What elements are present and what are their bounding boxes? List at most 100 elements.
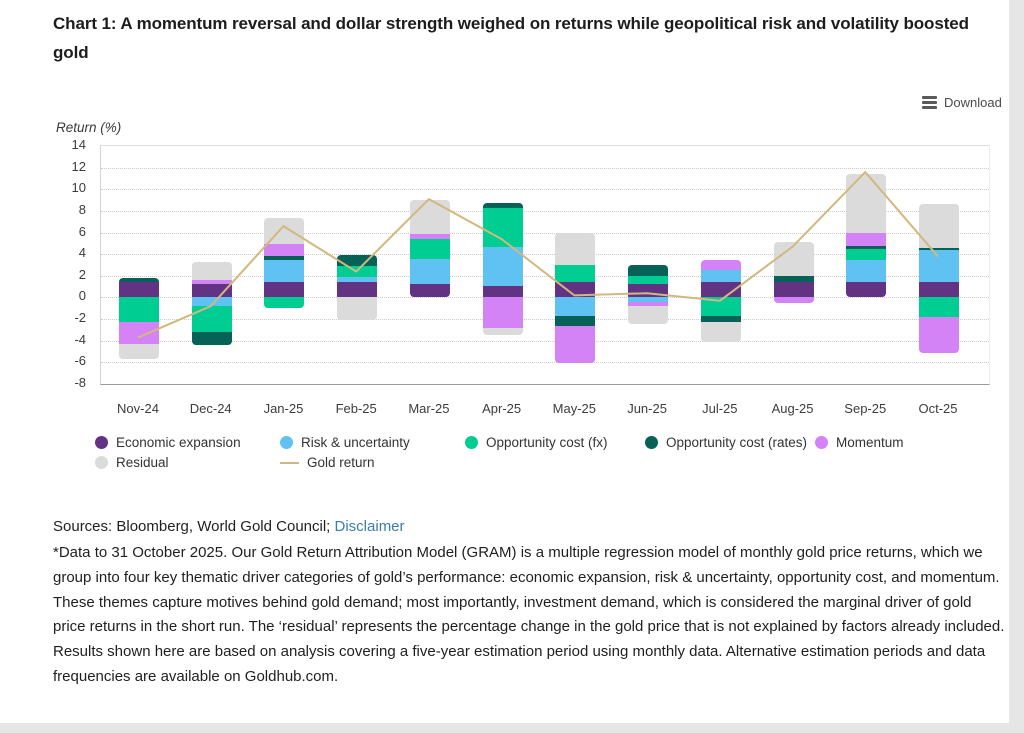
legend-swatch-momentum — [815, 436, 828, 449]
y-tick-label: -2 — [74, 310, 86, 326]
legend-item-economic-expansion[interactable]: Economic expansion — [95, 435, 241, 450]
x-tick-label-nov-24: Nov-24 — [117, 401, 159, 416]
legend-item-opportunity-cost-fx[interactable]: Opportunity cost (fx) — [465, 435, 608, 450]
bar-segment-mar-25-residual — [409, 200, 450, 234]
bar-segment-may-25-risk-uncertainty — [555, 297, 596, 316]
bar-segment-dec-24-opportunity-cost-rates — [191, 332, 232, 346]
bar-segment-sep-25-opportunity-cost-fx — [846, 248, 887, 260]
bar-segment-dec-24-risk-uncertainty — [191, 297, 232, 307]
bar-segment-jul-25-opportunity-cost-rates — [700, 315, 741, 323]
y-axis-title: Return (%) — [56, 120, 122, 135]
x-tick-label-oct-25: Oct-25 — [918, 401, 958, 416]
bar-segment-may-25-momentum — [555, 325, 596, 364]
page: Chart 1: A momentum reversal and dollar … — [0, 0, 1009, 723]
gridline--2 — [101, 319, 989, 321]
bar-segment-may-25-opportunity-cost-rates — [555, 315, 596, 326]
legend-label: Gold return — [307, 455, 375, 470]
bar-segment-may-25-economic-expansion — [555, 282, 596, 298]
legend-line-marker — [280, 461, 299, 464]
bar-segment-jan-25-risk-uncertainty — [264, 259, 305, 283]
bar-segment-sep-25-risk-uncertainty — [846, 259, 887, 283]
gridline-6 — [101, 232, 989, 234]
bar-segment-nov-24-economic-expansion — [119, 282, 159, 298]
chart-title: Chart 1: A momentum reversal and dollar … — [53, 14, 969, 62]
legend-swatch-opportunity-cost-rates — [645, 436, 658, 449]
y-tick-label: 12 — [71, 158, 86, 174]
gridline-2 — [101, 275, 989, 277]
bar-segment-sep-25-momentum — [846, 232, 887, 246]
bar-segment-jun-25-momentum — [628, 301, 669, 306]
gridline--6 — [101, 362, 989, 364]
chart-legend: Economic expansion Risk & uncertainty Oppo… — [85, 435, 975, 481]
sources-line: Sources: Bloomberg, World Gold Council; … — [53, 518, 405, 535]
bar-segment-oct-25-economic-expansion — [919, 282, 959, 298]
legend-label: Momentum — [836, 435, 904, 450]
gridline-8 — [101, 210, 989, 212]
gridline-12 — [101, 167, 989, 169]
footnote-text: *Data to 31 October 2025. Our Gold Retur… — [53, 544, 1005, 685]
legend-item-gold-return[interactable]: Gold return — [280, 455, 375, 470]
bar-segment-jun-25-opportunity-cost-fx — [628, 275, 669, 285]
x-tick-label-aug-25: Aug-25 — [771, 401, 814, 416]
bar-segment-oct-25-momentum — [919, 316, 959, 353]
bar-segment-jul-25-opportunity-cost-fx — [700, 297, 741, 316]
bar-segment-apr-25-opportunity-cost-rates — [482, 203, 523, 208]
bar-segment-feb-25-risk-uncertainty — [337, 276, 378, 283]
gridline-0 — [101, 297, 989, 299]
bar-segment-oct-25-opportunity-cost-fx — [919, 297, 959, 317]
legend-item-opportunity-cost-rates[interactable]: Opportunity cost (rates) — [645, 435, 807, 450]
line-gold-return — [137, 171, 939, 339]
legend-swatch-risk-uncertainty — [280, 436, 293, 449]
gridline-10 — [101, 189, 989, 191]
bar-segment-jan-25-opportunity-cost-rates — [264, 256, 305, 260]
plot-area — [100, 145, 990, 385]
legend-swatch-economic-expansion — [95, 436, 108, 449]
x-tick-label-jan-25: Jan-25 — [263, 401, 304, 416]
bar-segment-dec-24-opportunity-cost-fx — [191, 306, 232, 333]
bar-segment-sep-25-economic-expansion — [846, 282, 887, 298]
bar-segment-aug-25-momentum — [773, 297, 814, 303]
bar-segment-dec-24-residual — [191, 261, 232, 281]
bar-segment-apr-25-risk-uncertainty — [482, 246, 523, 286]
bar-segment-feb-25-opportunity-cost-rates — [337, 255, 378, 267]
y-tick-label: 2 — [78, 266, 86, 282]
download-button[interactable]: Download — [922, 95, 1002, 110]
bar-segment-jul-25-risk-uncertainty — [700, 270, 741, 283]
x-tick-label-jun-25: Jun-25 — [627, 401, 667, 416]
bar-segment-aug-25-economic-expansion — [773, 282, 814, 298]
bar-segment-feb-25-economic-expansion — [337, 282, 378, 298]
x-tick-label-jul-25: Jul-25 — [702, 401, 738, 416]
bar-segment-dec-24-momentum — [191, 280, 232, 285]
legend-item-residual[interactable]: Residual — [95, 455, 169, 470]
y-tick-label: -6 — [74, 353, 86, 369]
bar-segment-oct-25-residual — [919, 204, 959, 248]
y-tick-label: 4 — [78, 245, 86, 261]
legend-swatch-opportunity-cost-fx — [465, 436, 478, 449]
legend-label: Risk & uncertainty — [301, 435, 410, 450]
bar-segment-mar-25-momentum — [409, 233, 450, 240]
sources-text: Sources: Bloomberg, World Gold Council; — [53, 518, 335, 535]
bar-segment-jul-25-momentum — [700, 259, 741, 271]
x-tick-label-feb-25: Feb-25 — [335, 401, 377, 416]
gridline--4 — [101, 340, 989, 342]
bar-segment-jan-25-opportunity-cost-fx — [264, 297, 305, 309]
y-tick-label: 14 — [71, 137, 86, 152]
y-tick-label: 8 — [78, 201, 86, 217]
bar-segment-may-25-residual — [555, 232, 596, 265]
y-tick-label: -8 — [74, 375, 86, 390]
bar-segment-oct-25-opportunity-cost-rates — [919, 247, 959, 250]
bar-segment-oct-25-risk-uncertainty — [919, 249, 959, 283]
legend-label: Economic expansion — [116, 435, 241, 450]
disclaimer-link[interactable]: Disclaimer — [334, 518, 405, 535]
bar-segment-apr-25-residual — [482, 327, 523, 336]
legend-item-risk-uncertainty[interactable]: Risk & uncertainty — [280, 435, 410, 450]
x-tick-label-apr-25: Apr-25 — [482, 401, 522, 416]
x-tick-label-may-25: May-25 — [552, 401, 597, 416]
legend-label: Opportunity cost (fx) — [486, 435, 608, 450]
gridline-4 — [101, 254, 989, 256]
bar-segment-jun-25-residual — [628, 305, 669, 324]
bar-segment-nov-24-opportunity-cost-rates — [119, 277, 159, 283]
legend-item-momentum[interactable]: Momentum — [815, 435, 904, 450]
y-tick-label: -4 — [74, 331, 86, 347]
bar-segment-jun-25-risk-uncertainty — [628, 297, 669, 302]
